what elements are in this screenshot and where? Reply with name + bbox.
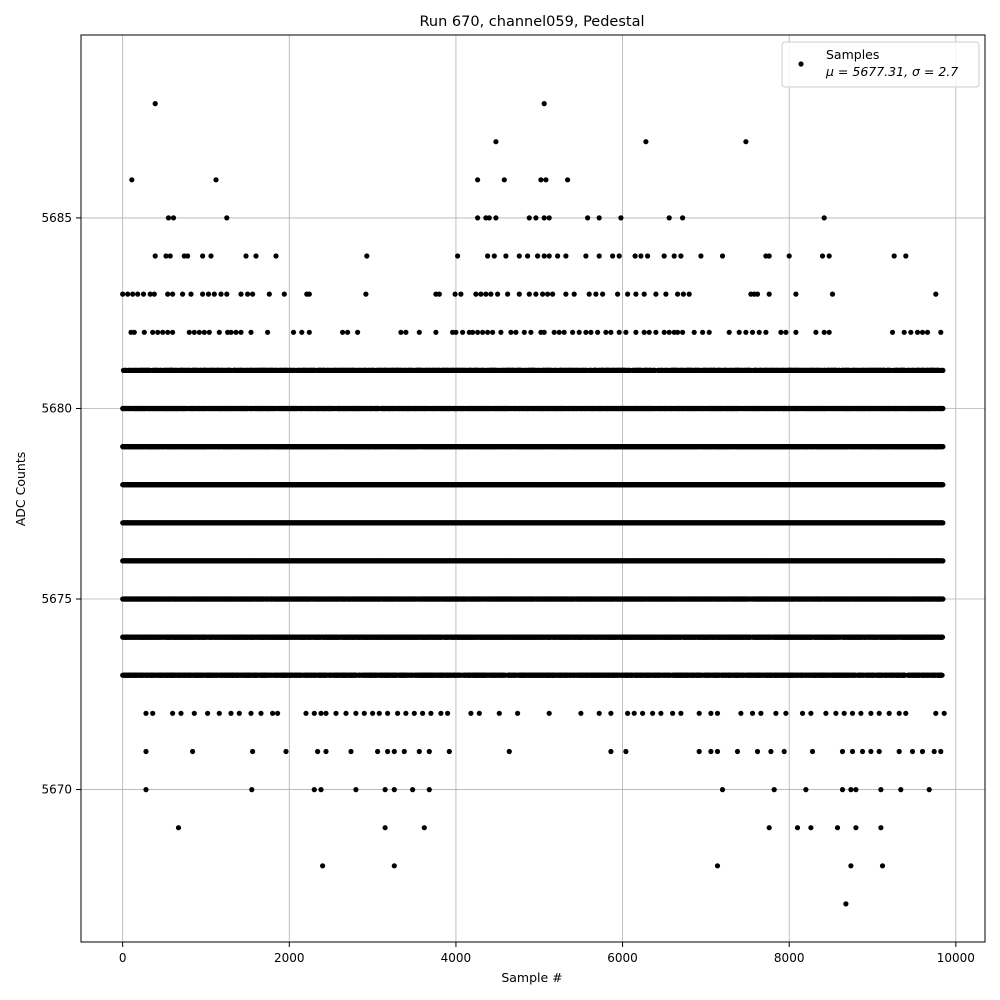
data-point — [940, 596, 946, 602]
data-points — [120, 101, 947, 907]
data-point — [939, 634, 946, 640]
data-point — [939, 672, 945, 678]
